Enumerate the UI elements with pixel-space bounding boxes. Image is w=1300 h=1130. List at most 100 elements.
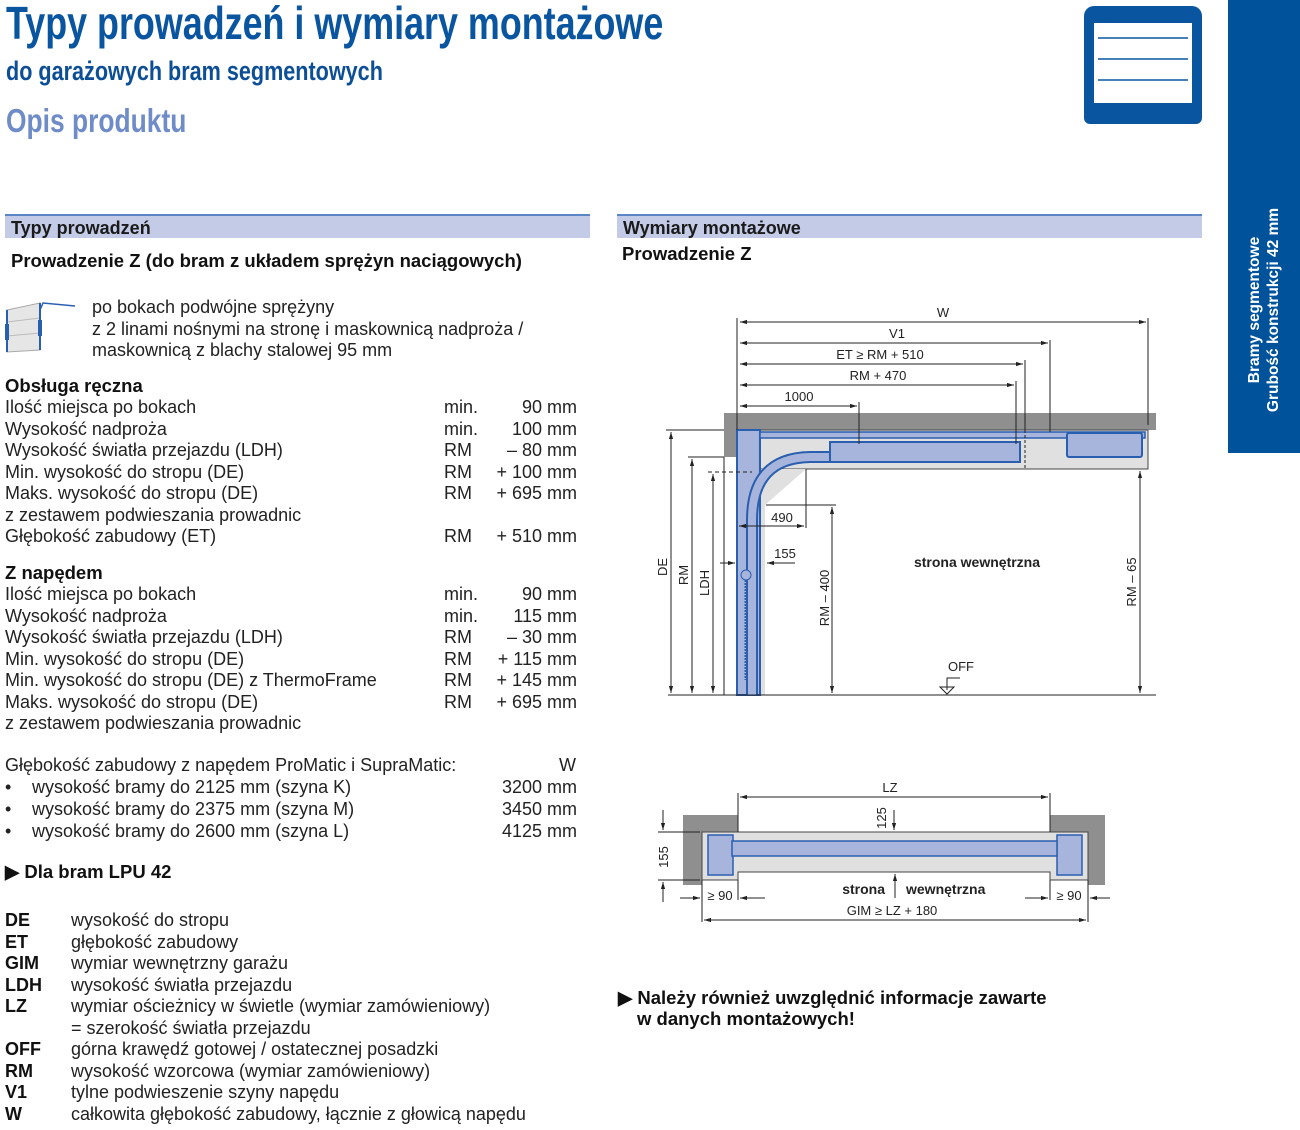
inside-label-2: wewnętrzna	[905, 881, 986, 897]
spec-unit: RM	[444, 670, 472, 690]
dim-et: ET ≥ RM + 510	[836, 347, 923, 362]
spec-label: Maks. wysokość do stropu (DE)	[5, 691, 259, 712]
section-title: Opis produktu	[6, 102, 187, 139]
note-line: Należy również uwzględnić informacje zaw…	[637, 987, 1047, 1008]
abbreviation-text: = szerokość światła przejazdu	[71, 1017, 311, 1038]
dim-de: DE	[655, 558, 670, 576]
abbreviation-row: = szerokość światła przejazdu	[5, 1018, 585, 1040]
bullet-icon: •	[5, 777, 12, 797]
spec-unit: RM	[444, 483, 472, 503]
abbreviation-row: DE wysokość do stropu	[5, 910, 585, 932]
abbreviation-key: V1	[5, 1082, 28, 1102]
spec-row: z zestawem podwieszania prowadnic	[5, 505, 577, 527]
abbreviation-key: ET	[5, 931, 29, 952]
spec-row: Wysokość nadproża min. 100 mm	[5, 419, 577, 441]
desc-line: maskownicą z blachy stalowej 95 mm	[92, 340, 393, 360]
note-line: w danych montażowych!	[637, 1008, 855, 1029]
abbreviation-key: GIM	[5, 953, 39, 973]
inside-label: strona wewnętrzna	[914, 554, 1040, 570]
dim-125: 125	[874, 807, 889, 829]
abbreviation-row: OFF górna krawędź gotowej / ostatecznej p…	[5, 1039, 585, 1061]
spec-row: Min. wysokość do stropu (DE) RM + 115 mm	[5, 649, 577, 671]
dim-155: 155	[774, 546, 796, 561]
off-label: OFF	[948, 659, 974, 674]
spec-value: + 115 mm	[497, 648, 577, 669]
spec-value: + 510 mm	[496, 526, 577, 546]
desc-line: po bokach podwójne sprężyny	[92, 297, 335, 317]
side-view	[666, 318, 1156, 696]
depth-value: 3450 mm	[501, 799, 577, 819]
spec-label: Ilość miejsca po bokach	[5, 397, 197, 417]
manual-heading: Obsługa ręczna	[5, 375, 143, 396]
bullet-icon: •	[5, 799, 12, 819]
abbreviation-text: wysokość wzorcowa (wymiar zamówieniowy)	[71, 1060, 431, 1081]
depth-label: wysokość bramy do 2375 mm (szyna M)	[32, 799, 355, 819]
spec-value: – 30 mm	[506, 627, 577, 647]
abbreviation-row: ET głębokość zabudowy	[5, 932, 585, 954]
spec-unit: RM	[444, 461, 472, 482]
abbreviation-text: całkowita głębokość zabudowy, łącznie z …	[71, 1103, 526, 1124]
depth-value: 3200 mm	[501, 777, 577, 797]
spec-unit: RM	[444, 691, 472, 712]
abbreviation-text: wysokość światła przejazdu	[71, 974, 293, 995]
spec-value: – 80 mm	[506, 440, 577, 460]
section-bar-types: Typy prowadzeń	[5, 214, 590, 238]
spec-label: Wysokość nadproża	[5, 418, 167, 439]
spec-label: Głębokość zabudowy (ET)	[5, 526, 217, 546]
spec-row: Min. wysokość do stropu (DE) z ThermoFra…	[5, 670, 577, 692]
depth-label: wysokość bramy do 2125 mm (szyna K)	[32, 777, 352, 797]
spec-row: Wysokość nadproża min. 115 mm	[5, 606, 577, 628]
abbreviation-key: LZ	[5, 996, 27, 1016]
abbreviation-key: LDH	[5, 974, 42, 995]
dimensions-heading: Prowadzenie Z	[622, 243, 752, 264]
dim-rm400: RM – 400	[817, 570, 832, 626]
spec-row: Min. wysokość do stropu (DE) RM + 100 mm	[5, 462, 577, 484]
garage-door-spring-icon	[5, 302, 76, 353]
spec-unit: min.	[444, 605, 479, 626]
dim-1000: 1000	[785, 389, 814, 404]
dim-rm: RM	[676, 565, 691, 585]
dim-v1: V1	[889, 326, 905, 341]
dim-gim: GIM ≥ LZ + 180	[847, 903, 938, 918]
depth-row: • wysokość bramy do 2600 mm (szyna L) 4125…	[5, 821, 577, 843]
dim-155-top: 155	[656, 846, 671, 868]
bullet-icon: •	[5, 821, 12, 841]
section-bar-dimensions: Wymiary montażowe	[617, 214, 1202, 238]
spec-value: + 145 mm	[496, 670, 577, 690]
spec-label: Ilość miejsca po bokach	[5, 584, 197, 604]
inside-label-1: strona	[842, 881, 885, 897]
depth-row: • wysokość bramy do 2375 mm (szyna M) 3450…	[5, 799, 577, 821]
spec-label: Min. wysokość do stropu (DE)	[5, 461, 245, 482]
abbreviation-text: wymiar ościeżnicy w świetle (wymiar zamó…	[71, 996, 491, 1016]
spec-row: Maks. wysokość do stropu (DE) RM + 695 mm	[5, 692, 577, 714]
spec-label: Wysokość światła przejazdu (LDH)	[5, 627, 283, 647]
dim-90-left: ≥ 90	[707, 888, 732, 903]
abbreviation-key: OFF	[5, 1039, 41, 1059]
dim-90-right: ≥ 90	[1056, 888, 1081, 903]
abbreviation-row: LDH wysokość światła przejazdu	[5, 975, 585, 997]
side-tab: Bramy segmentowe Grubość konstrukcji 42 m…	[1228, 0, 1300, 453]
triangle-right-icon: ▶	[5, 861, 25, 882]
abbreviation-text: głębokość zabudowy	[71, 931, 239, 952]
spec-label: Wysokość światła przejazdu (LDH)	[5, 440, 283, 460]
spec-label: z zestawem podwieszania prowadnic	[5, 504, 302, 525]
spec-label: Wysokość nadproża	[5, 605, 167, 626]
spec-value: + 100 mm	[496, 461, 577, 482]
depth-value: 4125 mm	[501, 821, 577, 841]
spec-unit: min.	[444, 584, 479, 604]
spec-label: Maks. wysokość do stropu (DE)	[5, 483, 259, 503]
lpu-link[interactable]: ▶ Dla bram LPU 42	[5, 861, 171, 883]
depth-row: • wysokość bramy do 2125 mm (szyna K) 3200…	[5, 777, 577, 799]
top-view	[658, 793, 1110, 923]
abbreviation-row: V1 tylne podwieszenie szyny napędu	[5, 1082, 585, 1104]
spec-label: Min. wysokość do stropu (DE)	[5, 648, 245, 669]
spec-row: Wysokość światła przejazdu (LDH) RM – 80 m…	[5, 440, 577, 462]
spec-unit: min.	[444, 418, 479, 439]
page-title: Typy prowadzeń i wymiary montażowe	[6, 0, 664, 49]
drive-heading: Z napędem	[5, 562, 103, 583]
lpu-label: Dla bram LPU 42	[24, 861, 172, 882]
spec-row: Ilość miejsca po bokach min. 90 mm	[5, 584, 577, 606]
depth-column-w: W	[559, 755, 576, 775]
spec-row: Wysokość światła przejazdu (LDH) RM – 30 m…	[5, 627, 577, 649]
desc-line: z 2 linami nośnymi na stronę i maskownic…	[92, 318, 524, 339]
